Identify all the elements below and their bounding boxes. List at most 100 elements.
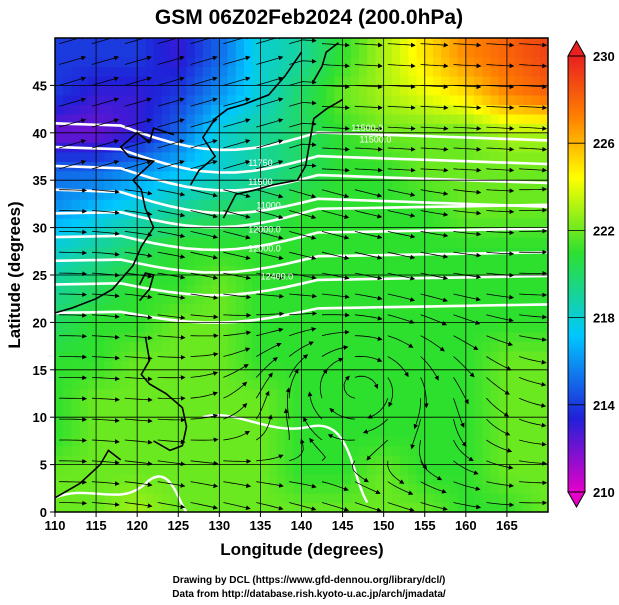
streamline: [289, 100, 317, 107]
field-cell: [87, 436, 97, 447]
field-cell: [202, 246, 212, 257]
field-cell: [375, 445, 385, 456]
field-cell: [227, 483, 237, 494]
field-cell: [424, 113, 434, 124]
field-cell: [523, 180, 533, 191]
field-cell: [490, 208, 500, 219]
field-cell: [145, 142, 155, 153]
field-cell: [178, 284, 188, 295]
streamline: [519, 314, 548, 320]
field-cell: [137, 256, 146, 267]
field-cell: [285, 170, 294, 181]
field-cell: [170, 170, 179, 181]
field-cell: [268, 94, 278, 105]
x-axis-label: Longitude (degrees): [220, 540, 383, 559]
field-cell: [227, 66, 237, 77]
field-cell: [104, 275, 114, 286]
field-cell: [170, 464, 179, 475]
contour-label: 12000.0: [248, 224, 281, 234]
field-cell: [449, 341, 459, 352]
field-cell: [293, 426, 303, 437]
field-cell: [490, 237, 500, 248]
field-cell: [342, 94, 352, 105]
field-cell: [531, 294, 541, 305]
field-cell: [161, 94, 171, 105]
field-cell: [465, 426, 475, 437]
streamline: [91, 460, 120, 465]
field-cell: [309, 331, 319, 342]
field-cell: [276, 312, 286, 323]
field-cell: [441, 388, 450, 399]
field-cell: [498, 265, 508, 276]
field-cell: [170, 132, 179, 143]
field-cell: [63, 47, 72, 58]
field-cell: [178, 455, 188, 466]
field-cell: [79, 265, 89, 276]
field-cell: [342, 369, 352, 380]
field-cell: [326, 47, 335, 58]
field-cell: [474, 407, 483, 418]
field-cell: [285, 38, 294, 39]
field-cell: [293, 180, 303, 191]
field-cell: [441, 85, 450, 96]
field-cell: [244, 341, 253, 352]
field-cell: [120, 284, 130, 295]
field-cell: [383, 303, 393, 314]
field-cell: [367, 407, 376, 418]
field-cell: [391, 398, 401, 409]
field-cell: [506, 398, 516, 409]
field-cell: [531, 464, 541, 475]
field-cell: [194, 360, 204, 371]
field-cell: [194, 170, 204, 181]
field-cell: [202, 284, 212, 295]
field-cell: [334, 199, 344, 210]
field-cell: [137, 208, 146, 219]
field-cell: [506, 94, 516, 105]
field-cell: [161, 398, 171, 409]
field-cell: [408, 312, 418, 323]
field-cell: [317, 94, 327, 105]
field-cell: [523, 66, 533, 77]
field-cell: [326, 218, 335, 229]
field-cell: [342, 38, 352, 39]
field-cell: [515, 113, 524, 124]
field-cell: [490, 151, 500, 162]
streamline: [190, 460, 219, 466]
field-cell: [219, 303, 229, 314]
field-cell: [400, 502, 409, 512]
field-cell: [317, 265, 327, 276]
field-cell: [424, 256, 434, 267]
field-cell: [531, 360, 541, 371]
field-cell: [490, 104, 500, 115]
field-cell: [178, 398, 188, 409]
field-cell: [457, 85, 467, 96]
field-cell: [104, 284, 114, 295]
streamline: [190, 314, 219, 320]
streamline: [519, 105, 548, 111]
field-cell: [244, 493, 253, 504]
field-cell: [79, 426, 89, 437]
field-cell: [194, 331, 204, 342]
field-cell: [145, 417, 155, 428]
field-cell: [128, 47, 138, 58]
field-cell: [211, 123, 220, 134]
field-cell: [170, 199, 179, 210]
field-cell: [120, 180, 130, 191]
field-cell: [416, 312, 426, 323]
field-cell: [309, 474, 319, 485]
field-cell: [202, 474, 212, 485]
field-cell: [112, 379, 122, 390]
field-cell: [285, 493, 294, 504]
field-cell: [186, 151, 196, 162]
field-cell: [441, 246, 450, 257]
field-cell: [128, 275, 138, 286]
field-cell: [194, 113, 204, 124]
field-cell: [268, 151, 278, 162]
field-cell: [342, 407, 352, 418]
streamline: [486, 293, 515, 300]
field-cell: [383, 388, 393, 399]
field-cell: [367, 360, 376, 371]
field-cell: [334, 294, 344, 305]
field-cell: [317, 369, 327, 380]
field-cell: [441, 208, 450, 219]
